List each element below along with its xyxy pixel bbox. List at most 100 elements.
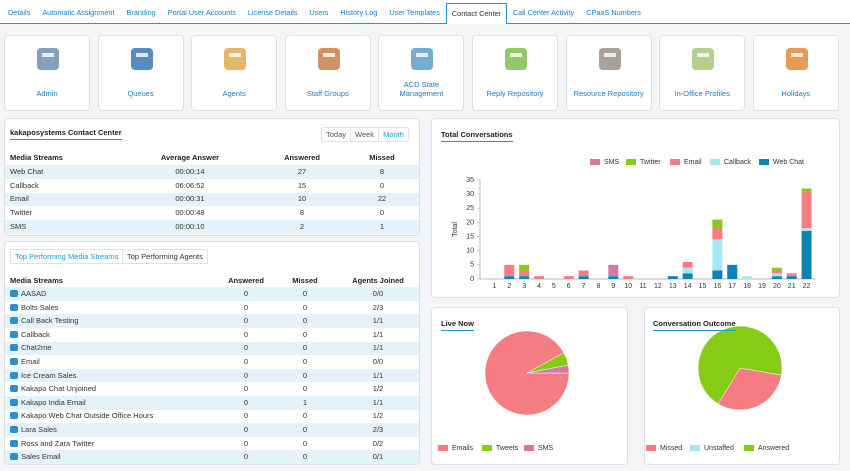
period-switch: Today Week Month: [321, 127, 409, 142]
column-header: Missed: [292, 276, 318, 285]
table-cell: Twitter: [10, 208, 33, 218]
table-cell: 1/1: [372, 370, 384, 380]
table-cell: 1/1: [372, 397, 384, 407]
stream-icon: [10, 426, 18, 433]
table-cell: Ice Cream Sales: [21, 370, 77, 380]
table-cell: 22: [377, 194, 387, 204]
row-band: [5, 423, 419, 437]
tab-bar: Details Automatic Assignment Branding Porta…: [0, 0, 850, 24]
icon-shape: [224, 48, 247, 70]
nav-tab[interactable]: Automatic Assignment: [42, 8, 115, 17]
row-band: [5, 165, 419, 179]
nav-tab[interactable]: CPaaS Numbers: [586, 8, 641, 17]
table-cell: Callback: [21, 329, 50, 339]
period-button[interactable]: Month: [378, 128, 408, 141]
nav-tab[interactable]: Contact Center: [445, 3, 507, 24]
row-band: [5, 220, 419, 234]
period-button[interactable]: Today: [326, 130, 347, 139]
tile-label: Resource Repository: [573, 89, 644, 98]
table-cell: 2: [299, 221, 305, 231]
nav-tab[interactable]: Users: [309, 8, 329, 17]
row-band: [5, 396, 419, 410]
table-cell: 0: [243, 438, 249, 448]
icon-detail: [416, 53, 429, 57]
table-cell: 00:00:48: [175, 208, 205, 218]
table-cell: 1: [302, 397, 308, 407]
nav-tab[interactable]: User Templates: [389, 8, 440, 17]
table-cell: Bolts Sales: [21, 302, 59, 312]
period-button[interactable]: Week: [350, 128, 378, 141]
tile[interactable]: Resource Repository: [565, 35, 652, 111]
nav-tab[interactable]: License Details: [247, 8, 298, 17]
column-header: Missed: [369, 153, 395, 162]
stream-icon: [10, 385, 18, 393]
icon-shape: [692, 48, 715, 70]
stream-icon: [10, 317, 18, 325]
tile-label: In-Office Profiles: [674, 89, 730, 98]
table-cell: Kakapo Chat Unjoined: [21, 384, 97, 394]
row-band: [5, 341, 419, 356]
tile[interactable]: Holidays: [752, 35, 839, 111]
tile-icon: [130, 48, 153, 70]
tile-icon: [317, 48, 340, 70]
table-cell: 2/3: [372, 425, 384, 434]
table-cell: 00:00:10: [175, 221, 205, 231]
panel-title: Live Now: [441, 319, 474, 331]
panel-title: Conversation Outcome: [653, 319, 736, 331]
table-cell: 0: [302, 370, 308, 380]
stream-icon: [10, 398, 18, 406]
nav-tab[interactable]: Call Center Activity: [512, 8, 575, 17]
tile-label: Reply Repository: [486, 89, 544, 98]
column-header: Answered: [284, 153, 320, 162]
tile-icon: [37, 48, 59, 70]
row-band: [5, 450, 419, 464]
tile[interactable]: ACD State Management: [378, 35, 465, 111]
table-cell: 27: [297, 167, 307, 176]
tile[interactable]: Admin: [4, 35, 90, 111]
stream-icon: [10, 439, 18, 447]
panel-tab[interactable]: Top Performing Media Streams: [10, 249, 124, 264]
table-cell: 0: [243, 316, 249, 326]
row-band: [5, 287, 419, 301]
table-cell: Kakapo Web Chat Outside Office Hours: [21, 411, 154, 421]
panel-tab[interactable]: Top Performing Agents: [122, 249, 208, 264]
tile-icon: [411, 48, 434, 70]
tile[interactable]: Queues: [97, 35, 184, 111]
tile[interactable]: Reply Repository: [472, 35, 558, 111]
icon-shape: [130, 48, 153, 70]
column-header: Media Streams: [10, 276, 63, 285]
table-cell: Callback: [10, 180, 39, 190]
table-cell: 0: [302, 411, 308, 421]
tile-label: Agents: [222, 89, 246, 98]
nav-tab[interactable]: Branding: [126, 8, 156, 17]
table-cell: Email: [10, 194, 29, 204]
icon-detail: [135, 53, 148, 57]
column-header: Average Answer: [160, 153, 220, 162]
table-cell: 10: [297, 194, 307, 204]
icon-shape: [785, 48, 808, 70]
icon-detail: [510, 53, 522, 57]
tile-icon: [224, 48, 247, 70]
table-cell: 0: [379, 208, 385, 218]
table-cell: 0: [302, 343, 308, 353]
table-cell: 0: [243, 357, 249, 366]
conversations-panel: [431, 118, 840, 298]
tile[interactable]: Staff Groups: [284, 35, 371, 111]
table-cell: 0: [243, 452, 249, 462]
icon-detail: [790, 53, 803, 57]
tile[interactable]: Agents: [191, 35, 278, 111]
nav-tab[interactable]: Portal User Accounts: [167, 8, 236, 17]
icon-detail: [42, 53, 54, 57]
table-cell: Chat2me: [21, 343, 52, 353]
nav-tab[interactable]: Details: [8, 8, 31, 17]
nav-tab[interactable]: History Log: [340, 8, 378, 17]
table-cell: Kakapo India Email: [21, 397, 86, 407]
table-cell: 0: [243, 411, 249, 421]
table-cell: 1/2: [372, 384, 384, 394]
tile[interactable]: In-Office Profiles: [659, 35, 746, 111]
icon-shape: [37, 48, 59, 70]
panel-title: kakaposystems Contact Center: [10, 128, 122, 140]
icon-shape: [505, 48, 527, 70]
table-cell: 0: [243, 329, 249, 339]
